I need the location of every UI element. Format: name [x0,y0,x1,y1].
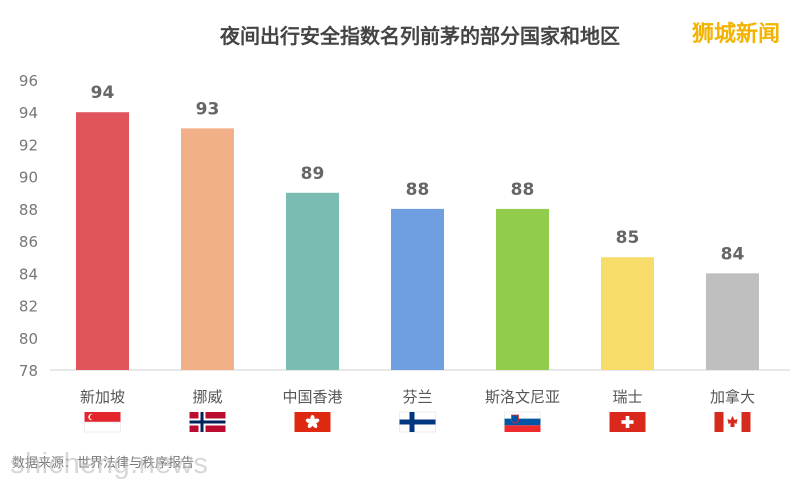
category-labels: 新加坡 挪威 中国香港 芬兰 斯洛文尼亚 瑞士 加拿大 [80,388,755,406]
bars [76,112,759,370]
y-tick-label: 96 [19,72,38,90]
y-tick-label: 88 [19,201,38,219]
slovenia-flag-icon [504,411,541,432]
bar [181,128,234,370]
y-axis: 78 80 82 84 86 88 90 92 94 96 [19,72,38,380]
x-tick-label: 斯洛文尼亚 [485,388,560,406]
data-label: 89 [301,164,325,184]
x-tick-label: 芬兰 [402,388,432,406]
y-tick-label: 90 [19,169,38,187]
watermark: shicheng.news [10,448,209,480]
bar [706,273,759,370]
x-tick-label: 新加坡 [80,388,125,406]
y-tick-label: 78 [19,362,38,380]
switzerland-flag-icon [609,412,646,432]
y-tick-label: 92 [19,136,38,154]
brand-logo: 狮城新闻 [692,22,781,47]
chart-title: 夜间出行安全指数名列前茅的部分国家和地区 [219,24,620,48]
x-tick-label: 中国香港 [282,388,342,406]
x-tick-label: 挪威 [192,388,222,406]
data-label: 93 [196,99,220,119]
y-tick-label: 86 [19,233,38,251]
data-label: 85 [616,228,640,248]
singapore-flag-icon [84,412,121,433]
bar [391,208,444,370]
finland-flag-icon [399,411,436,433]
bar [286,192,339,370]
norway-flag-icon [189,412,226,432]
x-tick-label: 加拿大 [710,388,755,406]
data-label: 88 [406,180,430,200]
data-label: 88 [511,180,535,200]
data-source-note: 数据来源：世界法律与秩序报告 [12,456,195,471]
hong-kong-flag-icon [294,412,331,432]
canada-flag-icon [714,412,751,432]
data-label: 94 [91,83,115,103]
bar [496,208,549,370]
x-tick-label: 瑞士 [612,388,642,406]
y-tick-label: 84 [19,265,38,283]
flags [84,411,751,433]
data-label: 84 [721,244,745,264]
y-tick-label: 80 [19,330,38,348]
value-labels: 94 93 89 88 88 85 84 [91,83,745,264]
bar [76,112,129,370]
y-tick-label: 94 [19,104,38,122]
bar [601,257,654,370]
y-tick-label: 82 [19,298,38,316]
